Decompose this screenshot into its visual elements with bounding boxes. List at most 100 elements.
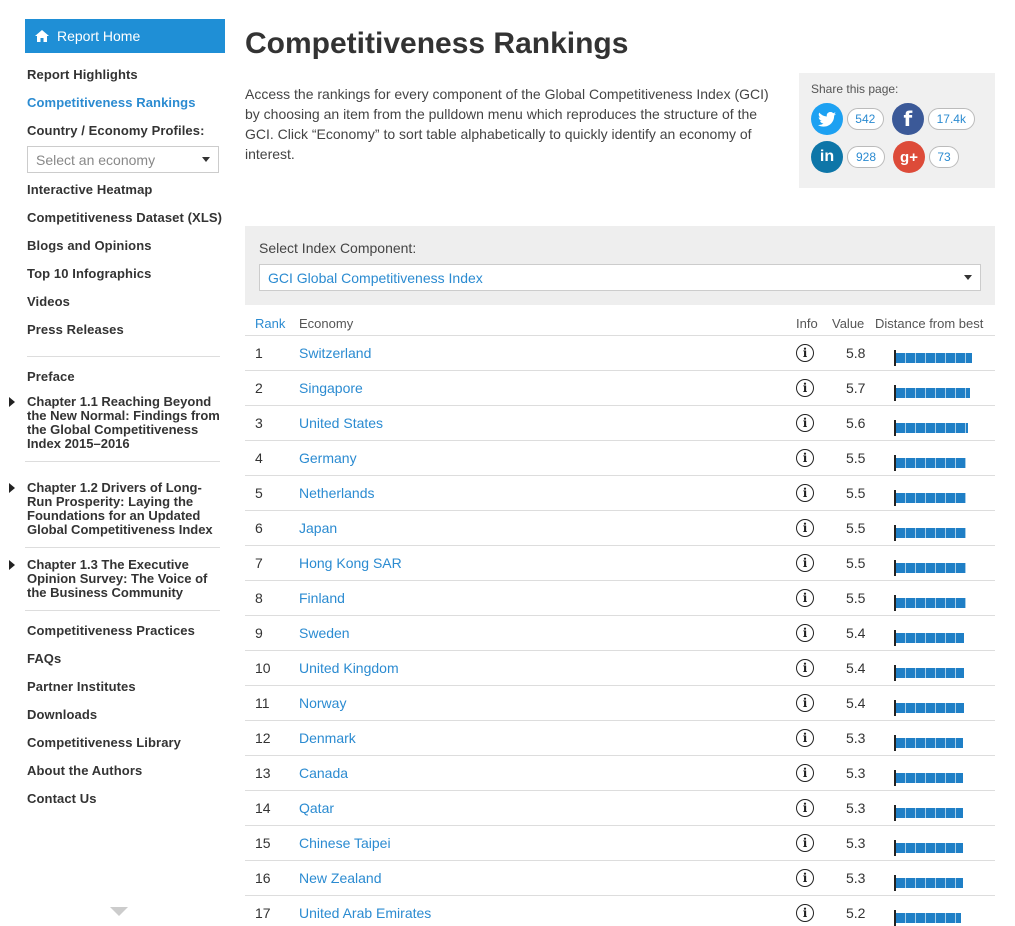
sidebar-chapter-1-2[interactable]: Chapter 1.2 Drivers of Long-Run Prosperi… — [9, 480, 220, 548]
info-icon[interactable]: i — [796, 624, 814, 642]
distance-bar-fill — [896, 738, 963, 748]
info-icon[interactable]: i — [796, 414, 814, 432]
googleplus-icon[interactable]: g+ — [893, 141, 925, 173]
distance-bar-fill — [896, 808, 963, 818]
sidebar-item-infographics[interactable]: Top 10 Infographics — [27, 266, 152, 281]
facebook-icon[interactable]: f — [892, 103, 924, 135]
economy-link[interactable]: Japan — [299, 520, 338, 536]
info-icon[interactable]: i — [796, 729, 814, 747]
info-cell: i — [796, 729, 832, 747]
table-row: 12 Denmark i 5.3 — [245, 721, 995, 756]
info-icon[interactable]: i — [796, 519, 814, 537]
sidebar-item-blogs[interactable]: Blogs and Opinions — [27, 238, 152, 253]
value-cell: 5.5 — [846, 520, 866, 536]
header-rank[interactable]: Rank — [255, 316, 286, 331]
economy-link[interactable]: Denmark — [299, 730, 356, 746]
value-cell: 5.5 — [846, 485, 866, 501]
economy-link[interactable]: United Arab Emirates — [299, 905, 432, 921]
sidebar-item-press-releases[interactable]: Press Releases — [27, 322, 124, 337]
best-marker — [894, 875, 896, 891]
sidebar-item-interactive-heatmap[interactable]: Interactive Heatmap — [27, 182, 153, 197]
sidebar-item-preface[interactable]: Preface — [27, 369, 75, 384]
sidebar-item-competitiveness-rankings[interactable]: Competitiveness Rankings — [27, 95, 196, 110]
info-icon[interactable]: i — [796, 589, 814, 607]
rank-cell: 7 — [255, 555, 263, 571]
header-distance: Distance from best — [875, 316, 984, 331]
info-icon[interactable]: i — [796, 554, 814, 572]
chapter-label: Chapter 1.2 Drivers of Long-Run Prosperi… — [27, 480, 213, 537]
best-marker — [894, 560, 896, 576]
info-icon[interactable]: i — [796, 869, 814, 887]
info-icon[interactable]: i — [796, 904, 814, 922]
sidebar-item-report-highlights[interactable]: Report Highlights — [27, 67, 138, 82]
sidebar-item-videos[interactable]: Videos — [27, 294, 70, 309]
intro-text: Access the rankings for every component … — [245, 86, 769, 162]
linkedin-count[interactable]: 928 — [847, 146, 885, 168]
table-row: 17 United Arab Emirates i 5.2 — [245, 896, 995, 926]
sidebar-item-faqs[interactable]: FAQs — [27, 651, 62, 666]
home-icon — [35, 30, 49, 42]
scroll-down-icon[interactable] — [110, 907, 128, 916]
twitter-icon[interactable] — [811, 103, 843, 135]
info-icon[interactable]: i — [796, 449, 814, 467]
expand-arrow-icon[interactable] — [9, 483, 15, 493]
economy-link[interactable]: Finland — [299, 590, 345, 606]
sidebar-chapter-1-3[interactable]: Chapter 1.3 The Executive Opinion Survey… — [9, 558, 220, 611]
economy-link[interactable]: Chinese Taipei — [299, 835, 391, 851]
best-marker — [894, 840, 896, 856]
expand-arrow-icon[interactable] — [9, 560, 15, 570]
info-icon[interactable]: i — [796, 484, 814, 502]
economy-link[interactable]: United States — [299, 415, 384, 431]
info-icon[interactable]: i — [796, 379, 814, 397]
info-cell: i — [796, 379, 832, 397]
sidebar-item-authors[interactable]: About the Authors — [27, 763, 143, 778]
economy-link[interactable]: United Kingdom — [299, 660, 399, 676]
sidebar-item-library[interactable]: Competitiveness Library — [27, 735, 182, 750]
sidebar-item-contact[interactable]: Contact Us — [27, 791, 97, 806]
info-icon[interactable]: i — [796, 799, 814, 817]
rank-cell: 3 — [255, 415, 263, 431]
best-marker — [894, 595, 896, 611]
best-marker — [894, 525, 896, 541]
table-row: 3 United States i 5.6 — [245, 406, 995, 441]
report-home-button[interactable]: Report Home — [25, 19, 225, 53]
distance-bar-fill — [896, 878, 963, 888]
facebook-count[interactable]: 17.4k — [927, 108, 975, 130]
table-row: 13 Canada i 5.3 — [245, 756, 995, 791]
distance-bar-fill — [896, 493, 966, 503]
linkedin-icon[interactable]: in — [811, 141, 843, 173]
economy-link[interactable]: New Zealand — [299, 870, 382, 886]
economy-link[interactable]: Norway — [299, 695, 347, 711]
economy-link[interactable]: Singapore — [299, 380, 363, 396]
best-marker — [894, 910, 896, 926]
economy-link[interactable]: Germany — [299, 450, 357, 466]
sidebar-item-downloads[interactable]: Downloads — [27, 707, 98, 722]
sidebar-item-dataset[interactable]: Competitiveness Dataset (XLS) — [27, 210, 223, 225]
economy-link[interactable]: Qatar — [299, 800, 335, 816]
info-icon[interactable]: i — [796, 764, 814, 782]
sidebar-chapter-1-1[interactable]: Chapter 1.1 Reaching Beyond the New Norm… — [9, 395, 220, 462]
sidebar-item-partner-institutes[interactable]: Partner Institutes — [27, 679, 136, 694]
info-icon[interactable]: i — [796, 344, 814, 362]
distance-bar-fill — [896, 773, 963, 783]
value-cell: 5.5 — [846, 450, 866, 466]
expand-arrow-icon[interactable] — [9, 397, 15, 407]
best-marker — [894, 700, 896, 716]
distance-bar-fill — [896, 913, 961, 923]
header-economy[interactable]: Economy — [299, 316, 354, 331]
info-cell: i — [796, 414, 832, 432]
economy-link[interactable]: Hong Kong SAR — [299, 555, 402, 571]
economy-link[interactable]: Sweden — [299, 625, 350, 641]
info-icon[interactable]: i — [796, 834, 814, 852]
economy-link[interactable]: Netherlands — [299, 485, 375, 501]
info-cell: i — [796, 519, 832, 537]
economy-link[interactable]: Switzerland — [299, 345, 372, 361]
info-icon[interactable]: i — [796, 694, 814, 712]
index-component-select[interactable]: GCI Global Competitiveness Index — [259, 264, 981, 291]
googleplus-count[interactable]: 73 — [929, 146, 959, 168]
economy-link[interactable]: Canada — [299, 765, 349, 781]
economy-select[interactable]: Select an economy — [27, 146, 219, 173]
sidebar-item-practices[interactable]: Competitiveness Practices — [27, 623, 195, 638]
info-icon[interactable]: i — [796, 659, 814, 677]
twitter-count[interactable]: 542 — [846, 108, 885, 130]
